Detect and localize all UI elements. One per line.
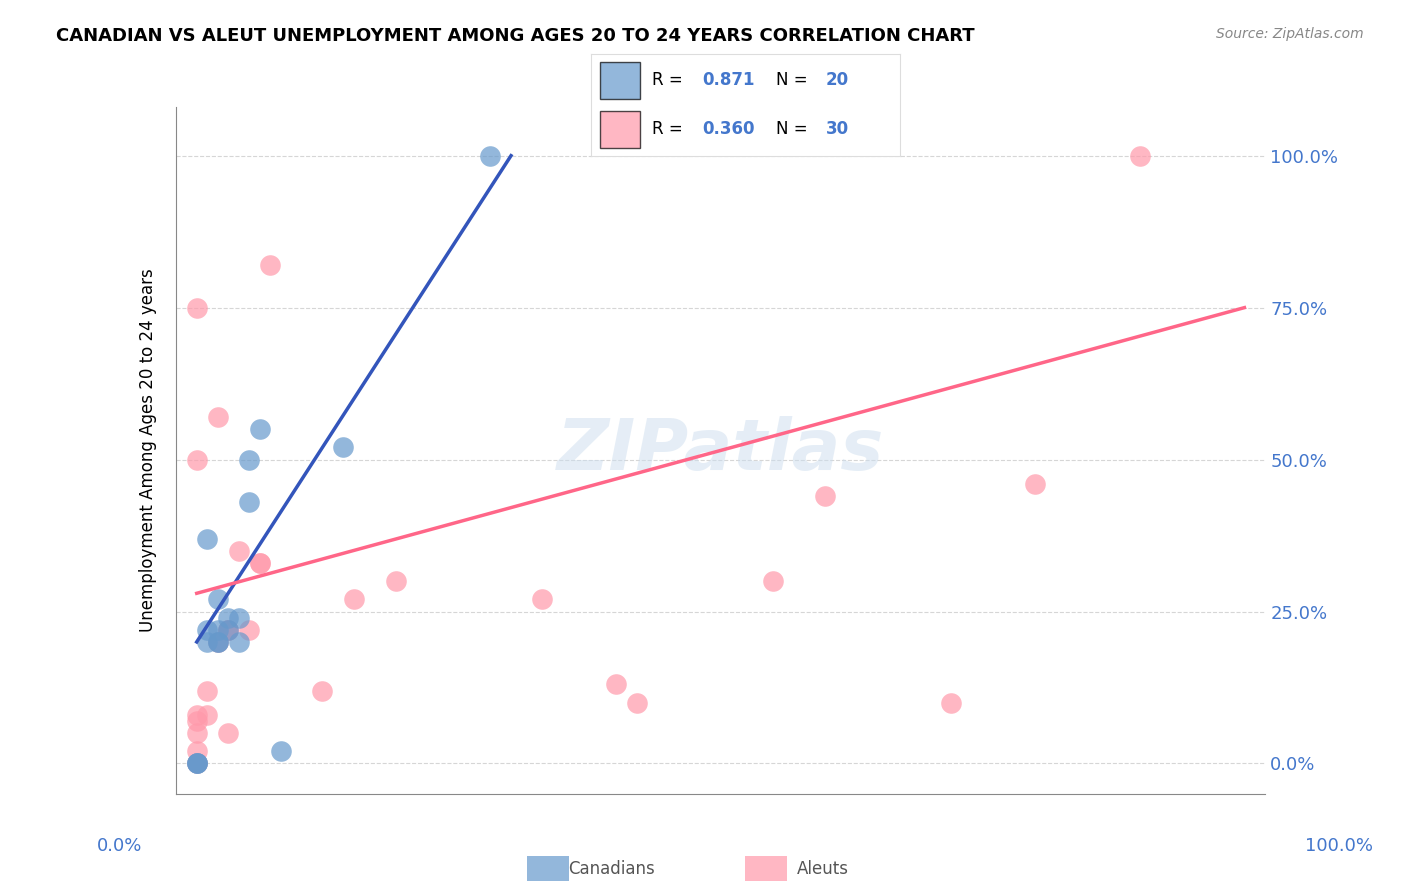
Point [238,623,260,637]
Y-axis label: Unemployment Among Ages 20 to 24 years: Unemployment Among Ages 20 to 24 years [139,268,157,632]
Point [531,592,554,607]
Text: N =: N = [776,120,813,138]
FancyBboxPatch shape [600,111,640,148]
Point [186,707,208,722]
Point [332,441,354,455]
Point [228,635,250,649]
Point [186,756,208,771]
Point [311,683,333,698]
Point [186,714,208,728]
Point [207,635,229,649]
Point [217,726,239,740]
Point [238,452,260,467]
Text: 0.871: 0.871 [702,71,755,89]
Point [207,635,229,649]
Text: Aleuts: Aleuts [797,860,848,878]
Text: 100.0%: 100.0% [1305,837,1372,855]
Point [186,756,208,771]
Point [479,149,502,163]
Point [207,623,229,637]
Point [1129,149,1152,163]
Point [217,610,239,624]
Point [814,489,837,503]
Point [195,683,218,698]
Point [249,422,271,436]
Point [186,744,208,758]
Text: 0.360: 0.360 [702,120,755,138]
Point [186,756,208,771]
Text: R =: R = [652,71,689,89]
Text: 20: 20 [825,71,849,89]
Point [384,574,406,589]
Text: N =: N = [776,71,813,89]
FancyBboxPatch shape [600,62,640,99]
Point [228,543,250,558]
Text: R =: R = [652,120,689,138]
Point [186,756,208,771]
Point [195,623,218,637]
Point [207,410,229,425]
Text: CANADIAN VS ALEUT UNEMPLOYMENT AMONG AGES 20 TO 24 YEARS CORRELATION CHART: CANADIAN VS ALEUT UNEMPLOYMENT AMONG AGE… [56,27,974,45]
Point [195,532,218,546]
Point [605,677,627,691]
Text: Source: ZipAtlas.com: Source: ZipAtlas.com [1216,27,1364,41]
Point [626,696,648,710]
Point [270,744,292,758]
Point [207,635,229,649]
Point [195,635,218,649]
Point [195,707,218,722]
Point [762,574,785,589]
Point [186,452,208,467]
Text: 0.0%: 0.0% [97,837,142,855]
Text: ZIPatlas: ZIPatlas [557,416,884,485]
Point [249,556,271,570]
Point [1024,476,1046,491]
Point [259,258,281,272]
Text: 30: 30 [825,120,849,138]
Point [207,592,229,607]
Point [217,623,239,637]
Point [217,623,239,637]
Point [186,726,208,740]
Point [228,610,250,624]
Point [343,592,366,607]
Point [238,495,260,509]
Point [217,623,239,637]
Point [249,556,271,570]
Text: Canadians: Canadians [568,860,655,878]
Point [939,696,962,710]
Point [186,301,208,315]
